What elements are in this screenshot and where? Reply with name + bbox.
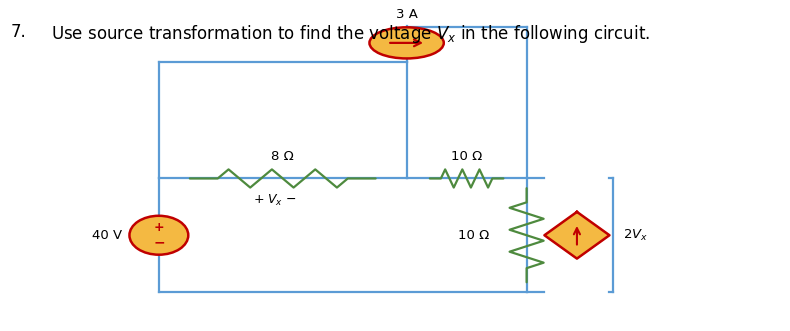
Text: +: + (153, 221, 164, 234)
Text: 10 Ω: 10 Ω (458, 229, 490, 242)
Text: 8 Ω: 8 Ω (272, 150, 294, 163)
Text: 10 Ω: 10 Ω (451, 150, 482, 163)
Text: 7.: 7. (10, 23, 26, 41)
Text: Use source transformation to find the voltage $V_x$ in the following circuit.: Use source transformation to find the vo… (51, 23, 650, 45)
Text: 40 V: 40 V (92, 229, 122, 242)
Text: 3 A: 3 A (396, 8, 418, 21)
Text: + $V_x$ −: + $V_x$ − (253, 193, 297, 208)
Ellipse shape (130, 216, 188, 255)
Text: −: − (153, 236, 164, 250)
Polygon shape (544, 212, 609, 259)
Circle shape (370, 27, 444, 59)
Text: 2$V_x$: 2$V_x$ (623, 228, 649, 243)
